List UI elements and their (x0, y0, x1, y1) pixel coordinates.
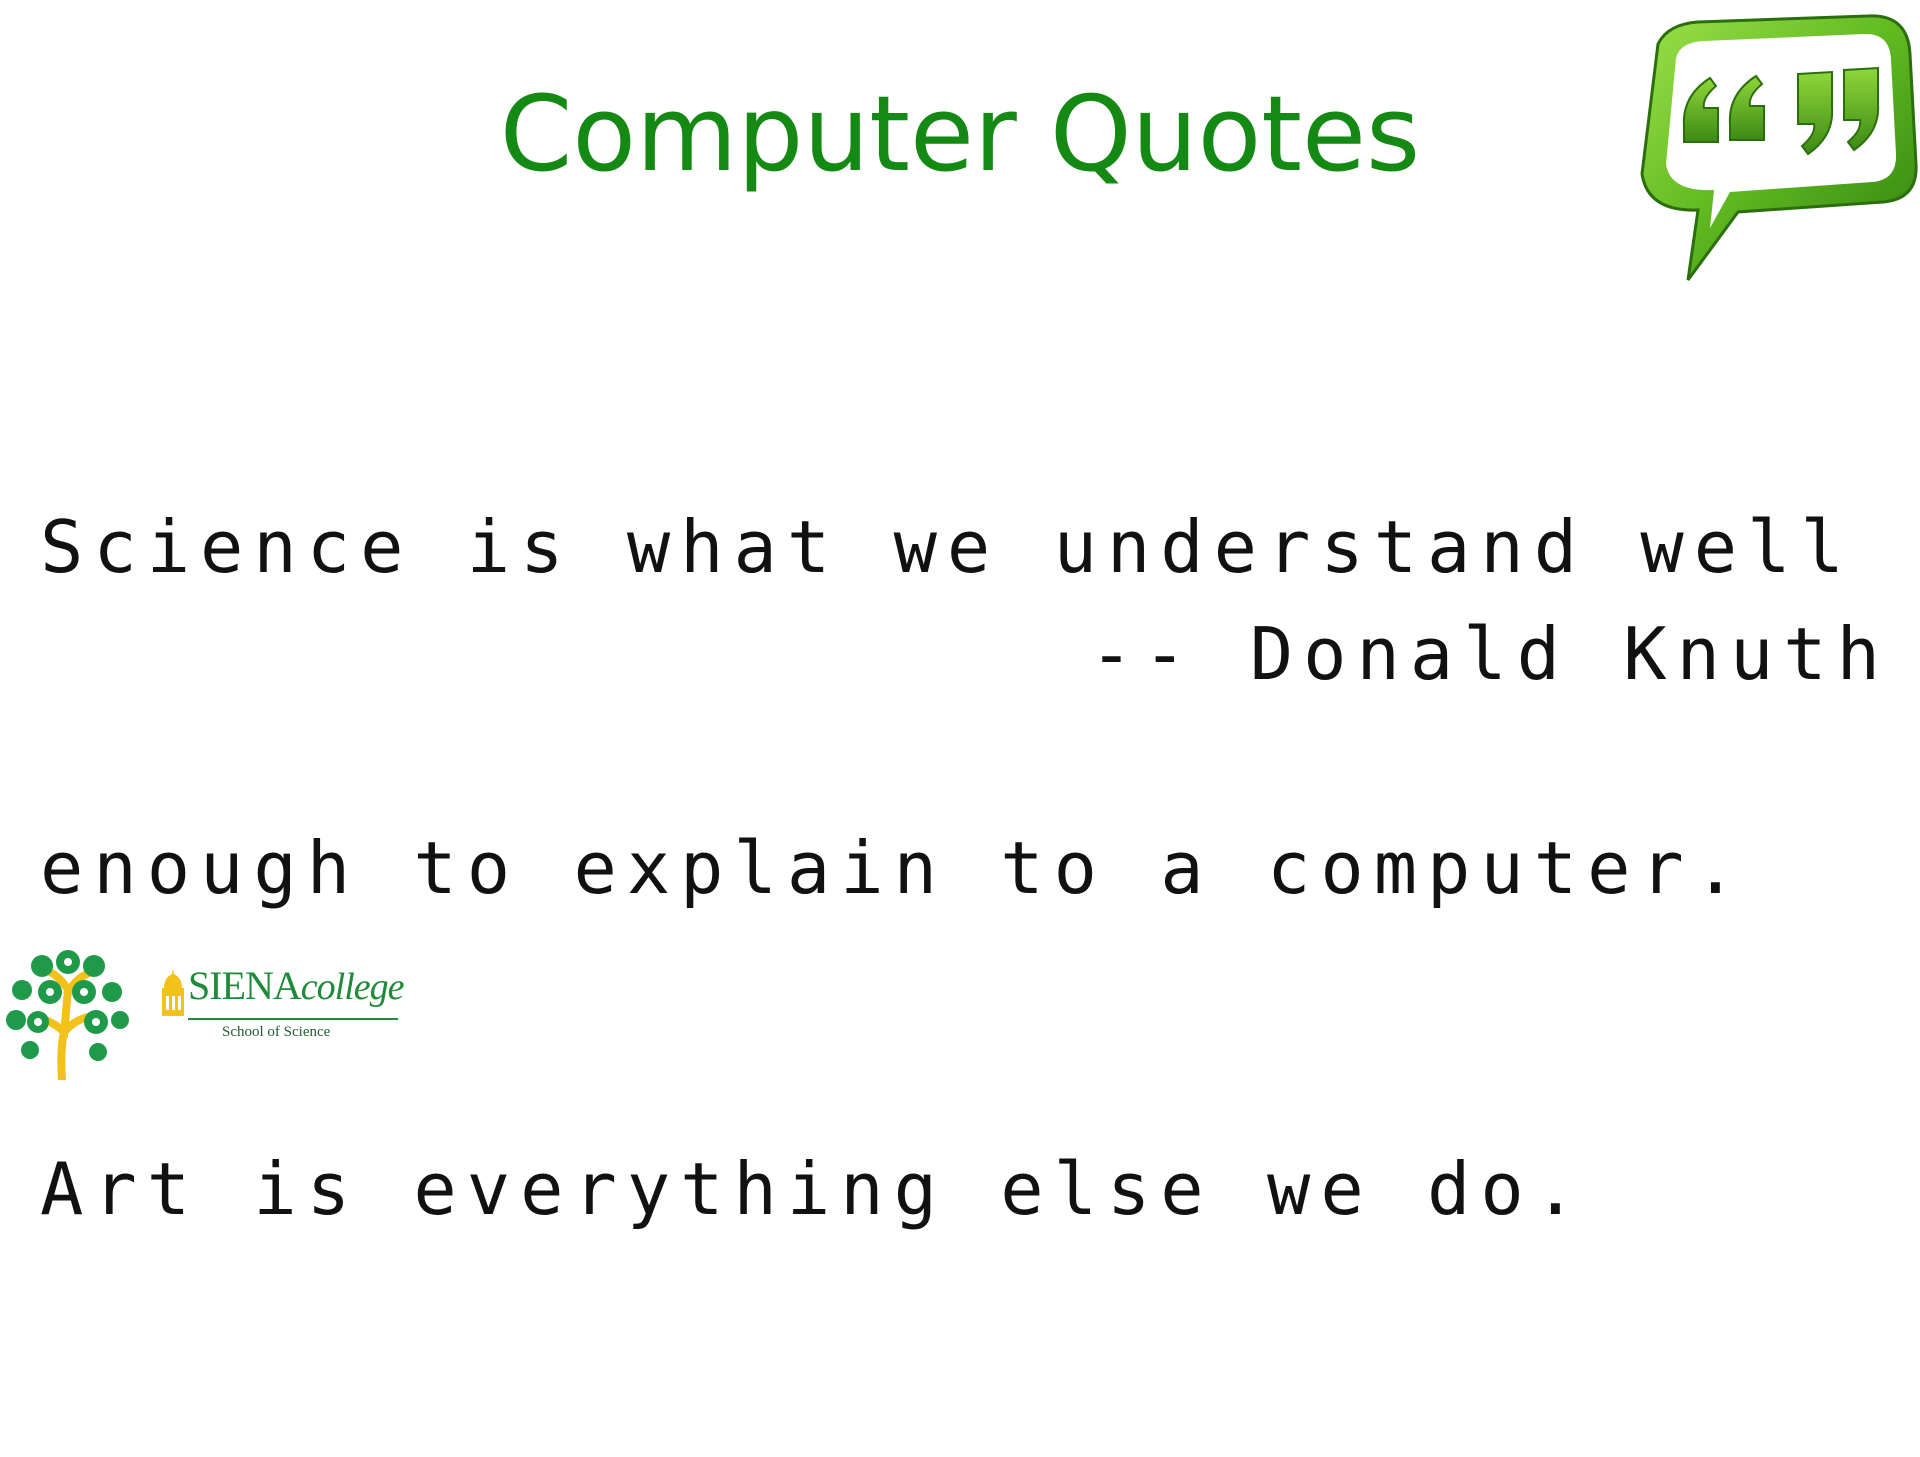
siena-wordmark: SIENAcollege (188, 962, 404, 1009)
slide: Computer Quotes Science is what we under… (6, 14, 1918, 1231)
wordmark-siena: SIENA (188, 963, 302, 1008)
dome-icon (162, 968, 184, 1016)
siena-college-logo: SIENAcollege School of Science (160, 962, 405, 1052)
logo-divider (188, 1018, 398, 1020)
quote-line: Art is everything else we do. (40, 1147, 1588, 1231)
quote-text: Science is what we understand well enoug… (40, 280, 1900, 1457)
science-tree-icon (6, 950, 129, 1080)
quote-bubble-icon (1640, 14, 1918, 281)
slide-title: Computer Quotes (499, 73, 1421, 195)
logo-subtitle: School of Science (222, 1024, 331, 1040)
wordmark-college: college (300, 966, 405, 1008)
quote-attribution: -- Donald Knuth (1089, 612, 1890, 696)
quote-line: Science is what we understand well (40, 505, 1854, 589)
quote-line: enough to explain to a computer. (40, 826, 1748, 910)
